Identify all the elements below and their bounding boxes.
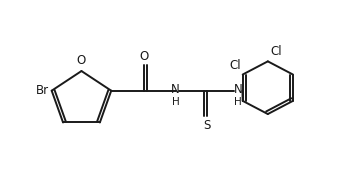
Text: Cl: Cl xyxy=(229,58,241,71)
Text: N: N xyxy=(171,83,180,96)
Text: S: S xyxy=(203,119,210,132)
Text: N: N xyxy=(234,83,242,96)
Text: O: O xyxy=(77,54,86,67)
Text: Cl: Cl xyxy=(270,45,282,58)
Text: Br: Br xyxy=(36,84,49,97)
Text: H: H xyxy=(172,97,179,107)
Text: H: H xyxy=(234,97,242,107)
Text: O: O xyxy=(139,50,149,63)
